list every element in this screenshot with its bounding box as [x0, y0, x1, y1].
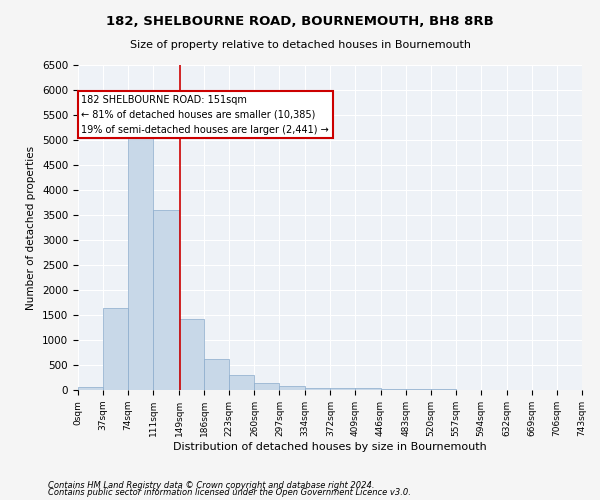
Bar [204, 359, 229, 390]
X-axis label: Distribution of detached houses by size in Bournemouth: Distribution of detached houses by size … [173, 442, 487, 452]
Text: 182 SHELBOURNE ROAD: 151sqm
← 81% of detached houses are smaller (10,385)
19% of: 182 SHELBOURNE ROAD: 151sqm ← 81% of det… [82, 95, 329, 134]
Bar [280, 386, 305, 390]
Bar [78, 386, 103, 390]
Bar [229, 374, 254, 390]
Bar [153, 210, 179, 390]
Y-axis label: Number of detached properties: Number of detached properties [26, 146, 37, 310]
Bar [305, 388, 331, 390]
Bar [331, 388, 355, 390]
Bar [128, 138, 153, 390]
Text: Contains HM Land Registry data © Crown copyright and database right 2024.: Contains HM Land Registry data © Crown c… [48, 480, 374, 490]
Bar [179, 319, 204, 390]
Text: Contains public sector information licensed under the Open Government Licence v3: Contains public sector information licen… [48, 488, 411, 497]
Bar [380, 388, 406, 390]
Text: Size of property relative to detached houses in Bournemouth: Size of property relative to detached ho… [130, 40, 470, 50]
Bar [406, 389, 431, 390]
Bar [254, 383, 280, 390]
Bar [103, 308, 128, 390]
Bar [355, 388, 380, 390]
Text: 182, SHELBOURNE ROAD, BOURNEMOUTH, BH8 8RB: 182, SHELBOURNE ROAD, BOURNEMOUTH, BH8 8… [106, 15, 494, 28]
Bar [431, 389, 456, 390]
